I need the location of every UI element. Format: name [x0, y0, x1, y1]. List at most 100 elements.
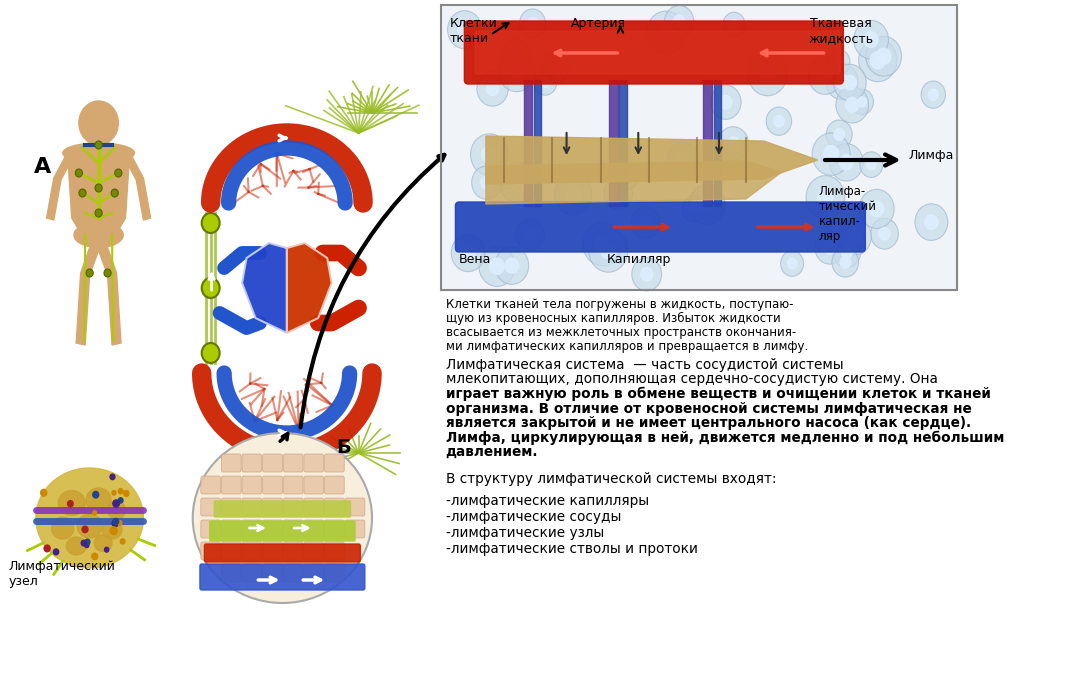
FancyBboxPatch shape [263, 564, 282, 582]
Text: давлением.: давлением. [446, 445, 538, 459]
Text: Клетки тканей тела погружены в жидкость, поступаю-: Клетки тканей тела погружены в жидкость,… [446, 298, 793, 311]
FancyBboxPatch shape [242, 542, 262, 560]
Circle shape [78, 189, 86, 197]
FancyBboxPatch shape [221, 520, 242, 538]
Text: организма. В отличие от кровеносной системы лимфатическая не: организма. В отличие от кровеносной сист… [446, 402, 971, 415]
Text: играет важную роль в обмене веществ и очищении клеток и тканей: играет важную роль в обмене веществ и оч… [446, 387, 990, 401]
Circle shape [845, 98, 859, 112]
Ellipse shape [86, 488, 112, 512]
FancyBboxPatch shape [324, 454, 345, 472]
Circle shape [824, 145, 839, 163]
Circle shape [720, 96, 731, 109]
Circle shape [857, 97, 867, 107]
FancyBboxPatch shape [221, 476, 242, 494]
Circle shape [860, 152, 883, 178]
FancyBboxPatch shape [345, 498, 365, 516]
Ellipse shape [102, 521, 122, 539]
FancyBboxPatch shape [455, 202, 866, 252]
Polygon shape [242, 243, 287, 333]
Circle shape [867, 160, 876, 170]
Circle shape [870, 201, 884, 217]
Circle shape [104, 269, 112, 277]
Text: -лимфатические узлы: -лимфатические узлы [446, 526, 604, 540]
FancyBboxPatch shape [284, 520, 303, 538]
FancyBboxPatch shape [324, 564, 345, 582]
FancyBboxPatch shape [345, 520, 365, 538]
Circle shape [723, 12, 745, 37]
Circle shape [854, 20, 888, 59]
FancyBboxPatch shape [242, 476, 262, 494]
FancyBboxPatch shape [304, 564, 323, 582]
Circle shape [95, 141, 102, 149]
Text: Лимфа, циркулирующая в ней, движется медленно и под небольшим: Лимфа, циркулирующая в ней, движется мед… [446, 431, 1004, 445]
Circle shape [829, 143, 863, 181]
Circle shape [95, 184, 102, 192]
Circle shape [113, 518, 118, 525]
Circle shape [566, 186, 581, 203]
Circle shape [534, 70, 556, 96]
Circle shape [682, 196, 707, 223]
Circle shape [583, 223, 622, 266]
Polygon shape [68, 148, 130, 233]
Circle shape [925, 215, 938, 229]
Text: -лимфатические стволы и протоки: -лимфатические стволы и протоки [446, 542, 697, 555]
Circle shape [879, 227, 890, 240]
Polygon shape [76, 235, 103, 345]
Circle shape [509, 63, 524, 79]
Circle shape [471, 166, 502, 199]
Circle shape [787, 258, 797, 269]
Circle shape [836, 87, 869, 123]
Circle shape [82, 540, 86, 546]
FancyBboxPatch shape [209, 521, 355, 541]
FancyBboxPatch shape [242, 498, 262, 516]
Circle shape [834, 129, 844, 140]
Circle shape [921, 81, 945, 108]
FancyBboxPatch shape [475, 31, 840, 74]
FancyBboxPatch shape [284, 476, 303, 494]
FancyBboxPatch shape [242, 454, 262, 472]
Circle shape [826, 63, 858, 100]
Circle shape [112, 491, 116, 495]
FancyBboxPatch shape [201, 542, 220, 560]
Ellipse shape [52, 517, 74, 539]
Circle shape [647, 11, 685, 54]
Circle shape [520, 9, 546, 38]
Text: Тканевая
жидкость: Тканевая жидкость [809, 17, 873, 45]
Circle shape [111, 527, 117, 535]
Text: Артерия: Артерия [570, 17, 625, 30]
Ellipse shape [107, 501, 126, 519]
Text: А: А [34, 157, 52, 177]
Circle shape [834, 57, 843, 67]
FancyBboxPatch shape [304, 542, 323, 560]
Circle shape [451, 234, 484, 272]
FancyBboxPatch shape [263, 542, 282, 560]
Circle shape [700, 197, 714, 213]
Circle shape [202, 278, 220, 298]
Text: Лимфатический
узел: Лимфатический узел [9, 560, 116, 588]
Circle shape [68, 501, 73, 507]
Circle shape [870, 52, 886, 69]
Circle shape [505, 258, 519, 273]
Circle shape [859, 39, 897, 81]
FancyBboxPatch shape [221, 498, 242, 516]
FancyBboxPatch shape [304, 454, 323, 472]
Circle shape [110, 474, 115, 480]
Ellipse shape [95, 534, 112, 551]
Circle shape [828, 50, 850, 74]
Circle shape [75, 169, 83, 177]
Circle shape [118, 489, 122, 494]
FancyBboxPatch shape [534, 80, 541, 206]
Circle shape [448, 11, 482, 49]
Circle shape [667, 143, 698, 178]
Text: Клетки
ткани: Клетки ткани [450, 17, 497, 45]
Circle shape [640, 217, 651, 229]
FancyBboxPatch shape [201, 498, 220, 516]
Circle shape [118, 498, 124, 503]
Circle shape [848, 229, 861, 244]
FancyBboxPatch shape [324, 498, 345, 516]
Circle shape [462, 246, 475, 260]
Circle shape [832, 236, 861, 268]
Circle shape [711, 85, 741, 119]
Ellipse shape [77, 514, 102, 538]
Circle shape [479, 246, 516, 287]
